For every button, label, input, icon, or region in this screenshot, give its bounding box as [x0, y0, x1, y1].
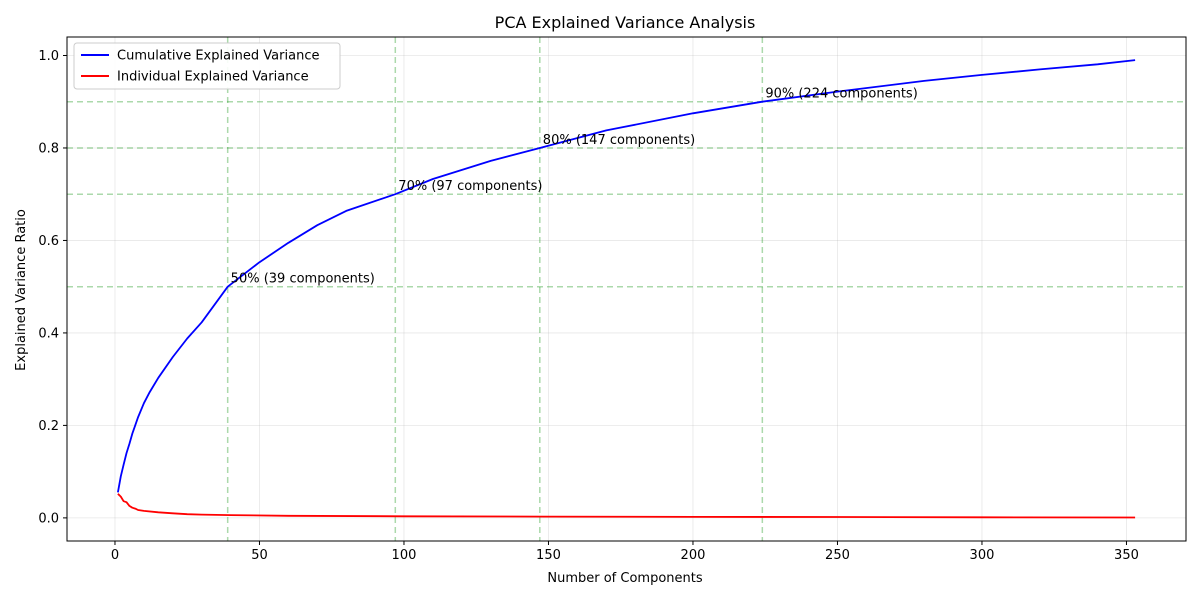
x-tick-label: 100 [392, 548, 417, 563]
x-tick-label: 300 [970, 548, 995, 563]
threshold-annotation: 80% (147 components) [543, 133, 695, 148]
x-tick-label: 150 [536, 548, 561, 563]
axes-frame [66, 36, 1187, 542]
plot-area: 50% (39 components) 70% (97 components) 80… [38, 36, 1187, 563]
legend-box [73, 42, 341, 90]
series-line-individual [117, 493, 1136, 519]
legend-label: Individual Explained Variance [117, 70, 309, 85]
threshold-annotation: 90% (224 components) [765, 87, 917, 102]
threshold-annotation: 50% (39 components) [231, 272, 375, 287]
y-tick-label: 0.4 [38, 326, 59, 341]
y-tick-label: 0.0 [38, 511, 59, 526]
x-tick-label: 200 [681, 548, 706, 563]
x-tick-label: 350 [1114, 548, 1139, 563]
threshold-annotation: 70% (97 components) [398, 179, 542, 194]
x-axis-label: Number of Components [547, 571, 702, 586]
legend-label: Cumulative Explained Variance [117, 49, 319, 64]
chart-title: PCA Explained Variance Analysis [495, 13, 756, 32]
y-tick-label: 0.6 [38, 234, 59, 249]
x-tick-label: 250 [825, 548, 850, 563]
legend: Cumulative Explained Variance Individual … [73, 42, 341, 90]
series-line-cumulative [117, 59, 1136, 493]
y-axis-label: Explained Variance Ratio [14, 209, 29, 371]
x-tick-label: 50 [251, 548, 268, 563]
y-tick-label: 0.8 [38, 141, 59, 156]
y-tick-label: 0.2 [38, 419, 59, 434]
y-tick-label: 1.0 [38, 49, 59, 64]
x-tick-label: 0 [111, 548, 119, 563]
